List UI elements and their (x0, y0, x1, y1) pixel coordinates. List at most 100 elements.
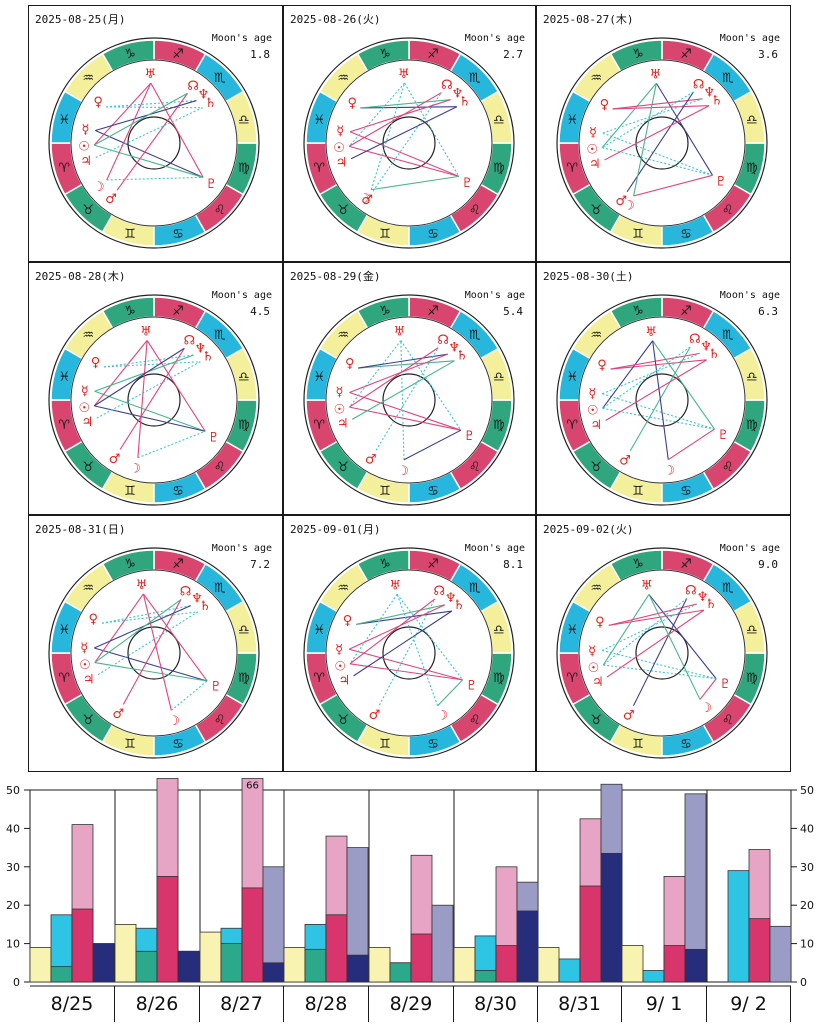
aspect-line (93, 605, 191, 649)
aspect-line (602, 132, 713, 176)
planet-glyph: ♃ (338, 674, 350, 689)
planet-glyph: ☊ (433, 584, 445, 599)
bar-cyan-lower (389, 962, 412, 983)
zodiac-sign-glyph: ♉ (82, 713, 94, 728)
aspect-line (106, 100, 197, 108)
aspect-line (94, 405, 206, 432)
x-tick-label: 8/31 (538, 986, 622, 1022)
zodiac-sign-glyph: ♑ (379, 47, 391, 62)
zodiac-sign-glyph: ♈ (58, 418, 70, 433)
moon-age-label: Moon's age (719, 290, 780, 301)
aspect-line (137, 430, 206, 459)
aspect-line (119, 347, 185, 450)
planet-glyph: ☽ (663, 464, 675, 479)
zodiac-sign-glyph: ♐ (680, 47, 692, 62)
planet-glyph: ♄ (705, 597, 717, 612)
zodiac-sign-glyph: ♊ (124, 484, 136, 499)
aspect-line (652, 340, 669, 460)
bar-yellow-upper (368, 947, 391, 983)
moon-age-value: 1.8 (250, 48, 270, 61)
aspect-line (602, 594, 650, 666)
planet-glyph: ♄ (456, 348, 468, 363)
planet-glyph: ☿ (336, 124, 344, 139)
horoscope-panel: 2025-08-27(木) Moon's age 3.6 ♈ ♉ ♊ ♋ ♌ ♍ ♎ ♏ ♐ ♑ ♒ ♓ ♅ ♀… (536, 5, 791, 262)
zodiac-sign-glyph: ♏ (722, 328, 734, 343)
zodiac-wheel: ♈ ♉ ♊ ♋ ♌ ♍ ♎ ♏ ♐ ♑ ♒ ♓ ♅ ♀☿ ☉♃ ♂ ♇ ♆♄ ☊ ☽ (48, 294, 260, 506)
aspect-line (655, 82, 714, 176)
zodiac-sign-glyph: ♐ (172, 557, 184, 572)
aspect-line (601, 603, 697, 651)
planet-glyph: ☊ (437, 333, 449, 348)
zodiac-sign-glyph: ♌ (214, 713, 226, 728)
planet-glyph: ♆ (448, 341, 460, 356)
aspect-line (349, 663, 463, 681)
planet-glyph: ☿ (82, 122, 90, 137)
zodiac-sign-glyph: ♏ (214, 71, 226, 86)
planet-glyph: ♆ (700, 340, 712, 355)
planet-glyph: ☽ (623, 199, 635, 214)
aspect-line (667, 428, 715, 461)
zodiac-sign-glyph: ♓ (58, 370, 70, 385)
planet-glyph: ☊ (689, 332, 701, 347)
moon-age-value: 4.5 (250, 305, 270, 318)
horoscope-panel: 2025-08-26(火) Moon's age 2.7 ♈ ♉ ♊ ♋ ♌ ♍ ♎ ♏ ♐ ♑ ♒ ♓ ♅ ♀… (283, 5, 536, 262)
planet-glyph: ☿ (336, 385, 344, 400)
planet-glyph: ☽ (397, 464, 409, 479)
aspect-line (93, 82, 152, 146)
aspect-line (348, 145, 460, 177)
bar-yellow-upper (283, 947, 306, 983)
wheel-outer-ring (556, 547, 768, 759)
planet-glyph: ♇ (464, 429, 476, 444)
planet-glyph: ♃ (592, 675, 604, 690)
aspect-line (351, 360, 455, 420)
planet-glyph: ☉ (333, 141, 345, 156)
moon-age-value: 9.0 (758, 558, 778, 571)
zodiac-sign-glyph: ♈ (566, 671, 578, 686)
zodiac-sign-glyph: ♋ (172, 227, 184, 242)
zodiac-sign-glyph: ♒ (337, 581, 349, 596)
zodiac-sign-glyph: ♓ (566, 623, 578, 638)
planet-glyph: ♅ (136, 578, 148, 593)
aspect-line (370, 82, 406, 190)
zodiac-sign-glyph: ♊ (632, 227, 644, 242)
bar-navy-lower (346, 954, 369, 983)
planet-glyph: ♆ (452, 86, 464, 101)
aspect-line (349, 406, 461, 431)
bar-navy-lower (262, 962, 285, 983)
moon-age-value: 6.3 (758, 305, 778, 318)
zodiac-sign-glyph: ♍ (493, 161, 505, 176)
aspect-line (103, 354, 194, 368)
planet-glyph: ☊ (441, 78, 453, 93)
wheel-outer-ring (48, 294, 260, 506)
horoscope-panel: 2025-08-30(土) Moon's age 6.3 ♈ ♉ ♊ ♋ ♌ ♍ ♎ ♏ ♐ ♑ ♒ ♓ ♅ ♀… (536, 262, 791, 515)
aspect-line (602, 346, 691, 409)
bar-cyan-lower (474, 970, 497, 983)
panel-date: 2025-08-27(木) (543, 13, 634, 26)
bar-pink-lower (663, 945, 686, 983)
planet-glyph: ♅ (641, 579, 653, 594)
aspect-line (360, 106, 457, 109)
zodiac-sign-glyph: ♌ (722, 713, 734, 728)
panel-date: 2025-08-30(土) (543, 270, 634, 283)
planet-glyph: ☊ (184, 334, 196, 349)
bar-cyan-upper (642, 970, 665, 983)
bar-pink-lower (325, 914, 348, 983)
planet-glyph: ♃ (590, 418, 602, 433)
planet-glyph: ♃ (337, 417, 349, 432)
zodiac-sign-glyph: ♉ (82, 203, 94, 218)
zodiac-sign-glyph: ♋ (427, 227, 439, 242)
moon-age-label: Moon's age (719, 33, 780, 44)
bar-cyan-lower (135, 950, 158, 983)
zodiac-sign-glyph: ♉ (590, 203, 602, 218)
wheel-center-circle (635, 373, 689, 427)
wheel-outer-ring (48, 37, 260, 249)
zodiac-sign-glyph: ♒ (82, 581, 94, 596)
planet-glyph: ♀ (595, 615, 605, 630)
zodiac-sign-glyph: ♈ (566, 161, 578, 176)
aspect-line (94, 390, 206, 432)
moon-age-label: Moon's age (211, 543, 272, 554)
wheel-outer-ring (556, 294, 768, 506)
aspect-line (602, 597, 688, 666)
zodiac-wheel: ♈ ♉ ♊ ♋ ♌ ♍ ♎ ♏ ♐ ♑ ♒ ♓ ♅ ♀☿ ☉♃ ♂ ♇ ♆♄ ☊ ☽ (48, 547, 260, 759)
zodiac-sign-glyph: ♓ (58, 113, 70, 128)
